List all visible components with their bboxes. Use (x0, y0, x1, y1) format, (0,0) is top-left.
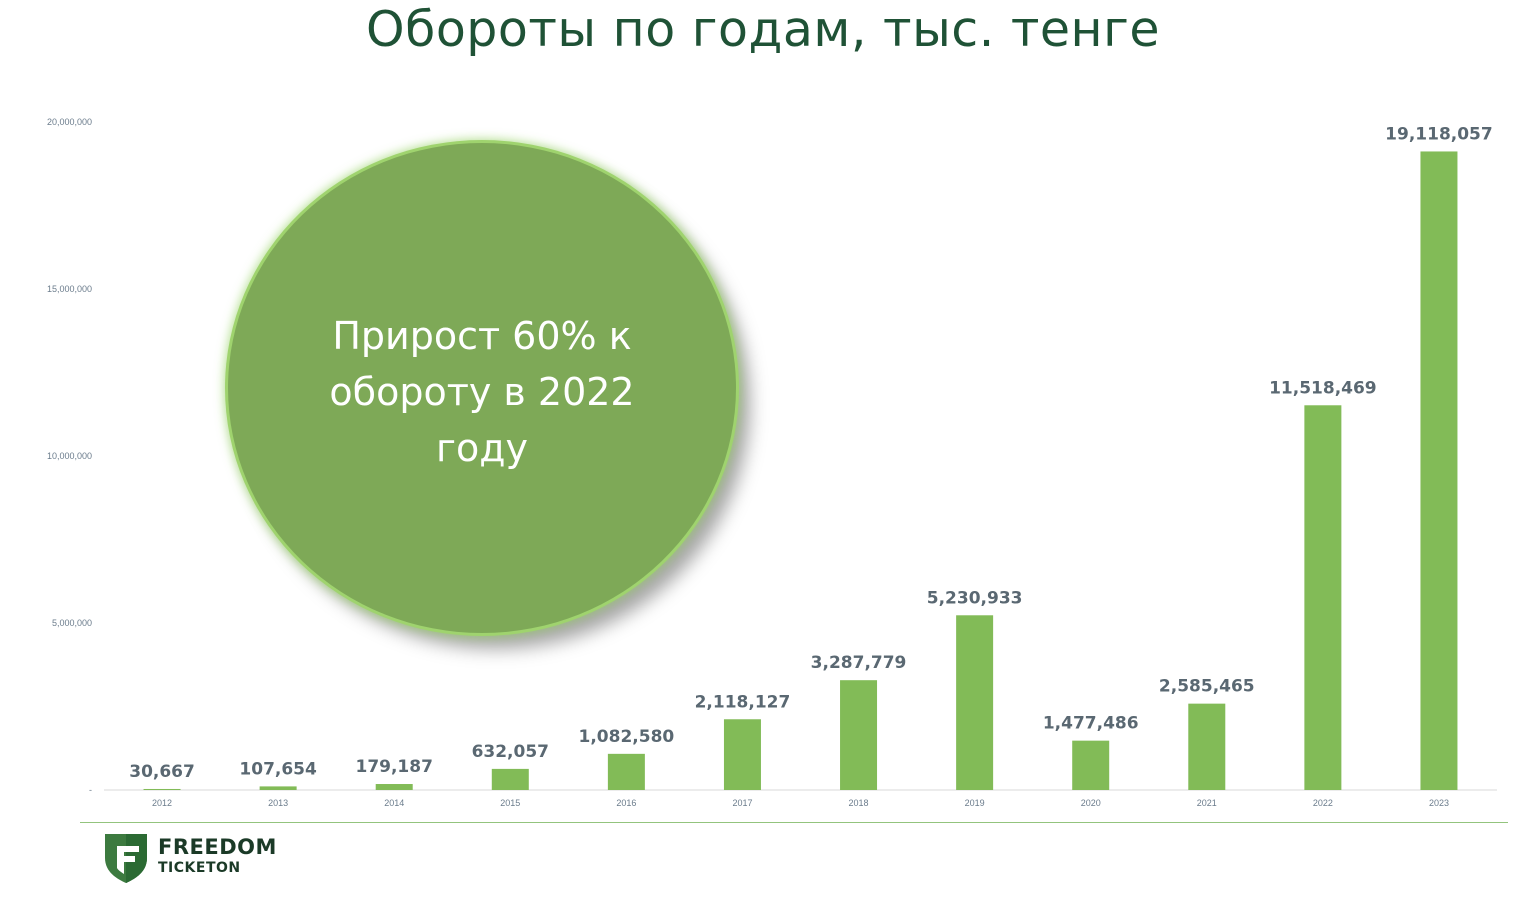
data-label-2014: 179,187 (355, 757, 432, 777)
x-tick-label-2017: 2017 (732, 798, 752, 808)
x-tick-label-2021: 2021 (1197, 798, 1217, 808)
bars (143, 151, 1458, 790)
x-tick-label-2022: 2022 (1313, 798, 1333, 808)
bar-2013 (259, 786, 297, 790)
x-tick-label-2019: 2019 (965, 798, 985, 808)
data-label-2017: 2,118,127 (695, 692, 791, 712)
bar-2015 (491, 768, 529, 790)
y-tick-label: 20,000,000 (47, 117, 92, 127)
bar-2018 (840, 680, 878, 790)
x-tick-label-2016: 2016 (616, 798, 636, 808)
y-tick-label: 15,000,000 (47, 284, 92, 294)
bar-2017 (723, 719, 761, 790)
x-tick-label-2013: 2013 (268, 798, 288, 808)
data-label-2018: 3,287,779 (811, 653, 907, 673)
logo-name: FREEDOM (158, 835, 277, 859)
logo-sub: TICKETON (158, 860, 241, 876)
x-tick-label-2023: 2023 (1429, 798, 1449, 808)
data-label-2012: 30,667 (129, 762, 195, 782)
bar-2012 (143, 788, 181, 790)
bar-2023 (1420, 151, 1458, 790)
bar-2019 (956, 615, 994, 790)
y-axis: - 5,000,000 10,000,000 15,000,000 20,000,000 (47, 117, 92, 795)
logo: FREEDOM TICKETON (103, 832, 283, 886)
data-label-2013: 107,654 (239, 759, 317, 779)
bar-2020 (1072, 740, 1110, 790)
data-label-2019: 5,230,933 (927, 588, 1023, 608)
chart-title: Обороты по годам, тыс. тенге (366, 1, 1160, 58)
callout-text: Прирост 60% к обороту в 2022 году (329, 314, 635, 470)
growth-callout: Прирост 60% к обороту в 2022 году (228, 143, 736, 633)
bar-2022 (1304, 405, 1342, 790)
footer-divider (80, 822, 1508, 823)
bar-2021 (1188, 703, 1226, 790)
data-label-2022: 11,518,469 (1269, 378, 1377, 398)
bar-2016 (607, 753, 645, 790)
x-tick-label-2020: 2020 (1081, 798, 1101, 808)
x-axis: 2012 2013 2014 2015 2016 2017 2018 2019 2020 2021… (152, 798, 1449, 808)
data-label-2021: 2,585,465 (1159, 677, 1255, 697)
data-labels: 30,667 107,654 179,187 632,057 1,082,580 2,11… (129, 124, 1492, 782)
data-label-2015: 632,057 (472, 742, 549, 762)
x-tick-label-2012: 2012 (152, 798, 172, 808)
x-tick-label-2014: 2014 (384, 798, 404, 808)
y-tick-label: 5,000,000 (52, 618, 92, 628)
data-label-2016: 1,082,580 (579, 727, 675, 747)
data-label-2020: 1,477,486 (1043, 714, 1139, 734)
y-tick-label: 10,000,000 (47, 451, 92, 461)
x-tick-label-2018: 2018 (849, 798, 869, 808)
x-tick-label-2015: 2015 (500, 798, 520, 808)
bar-2014 (375, 784, 413, 790)
y-tick-label: - (89, 785, 92, 795)
data-label-2023: 19,118,057 (1385, 124, 1493, 144)
freedom-shield-icon (105, 834, 147, 883)
